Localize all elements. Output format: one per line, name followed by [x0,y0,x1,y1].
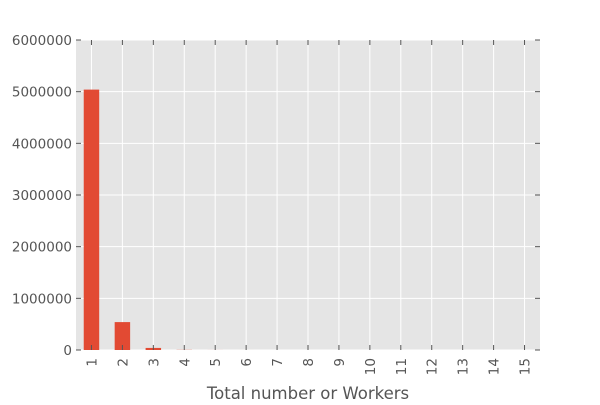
y-tick-label: 1000000 [12,291,72,307]
y-tick-label: 6000000 [12,33,72,49]
x-tick-label: 6 [239,358,255,367]
x-tick-label: 11 [394,358,410,375]
x-tick-label: 4 [177,358,193,367]
bar-1 [84,90,99,350]
x-tick-label: 5 [208,358,224,367]
y-tick-label: 5000000 [12,85,72,101]
x-axis-label: Total number or Workers [206,384,409,400]
x-tick-label: 15 [518,358,534,375]
x-tick-label: 9 [332,358,348,367]
x-tick-label: 14 [487,358,503,375]
y-tick-label: 3000000 [12,188,72,204]
x-tick-label: 3 [146,358,162,367]
x-tick-label: 1 [84,358,100,367]
y-tick-label: 0 [63,343,72,359]
x-tick-label: 2 [115,358,131,367]
y-tick-label: 2000000 [12,240,72,256]
x-tick-label: 13 [456,358,472,375]
x-tick-label: 12 [425,358,441,375]
y-tick-label: 4000000 [12,136,72,152]
x-tick-label: 7 [270,358,286,367]
x-tick-label: 8 [301,358,317,367]
x-tick-label: 10 [363,358,379,375]
